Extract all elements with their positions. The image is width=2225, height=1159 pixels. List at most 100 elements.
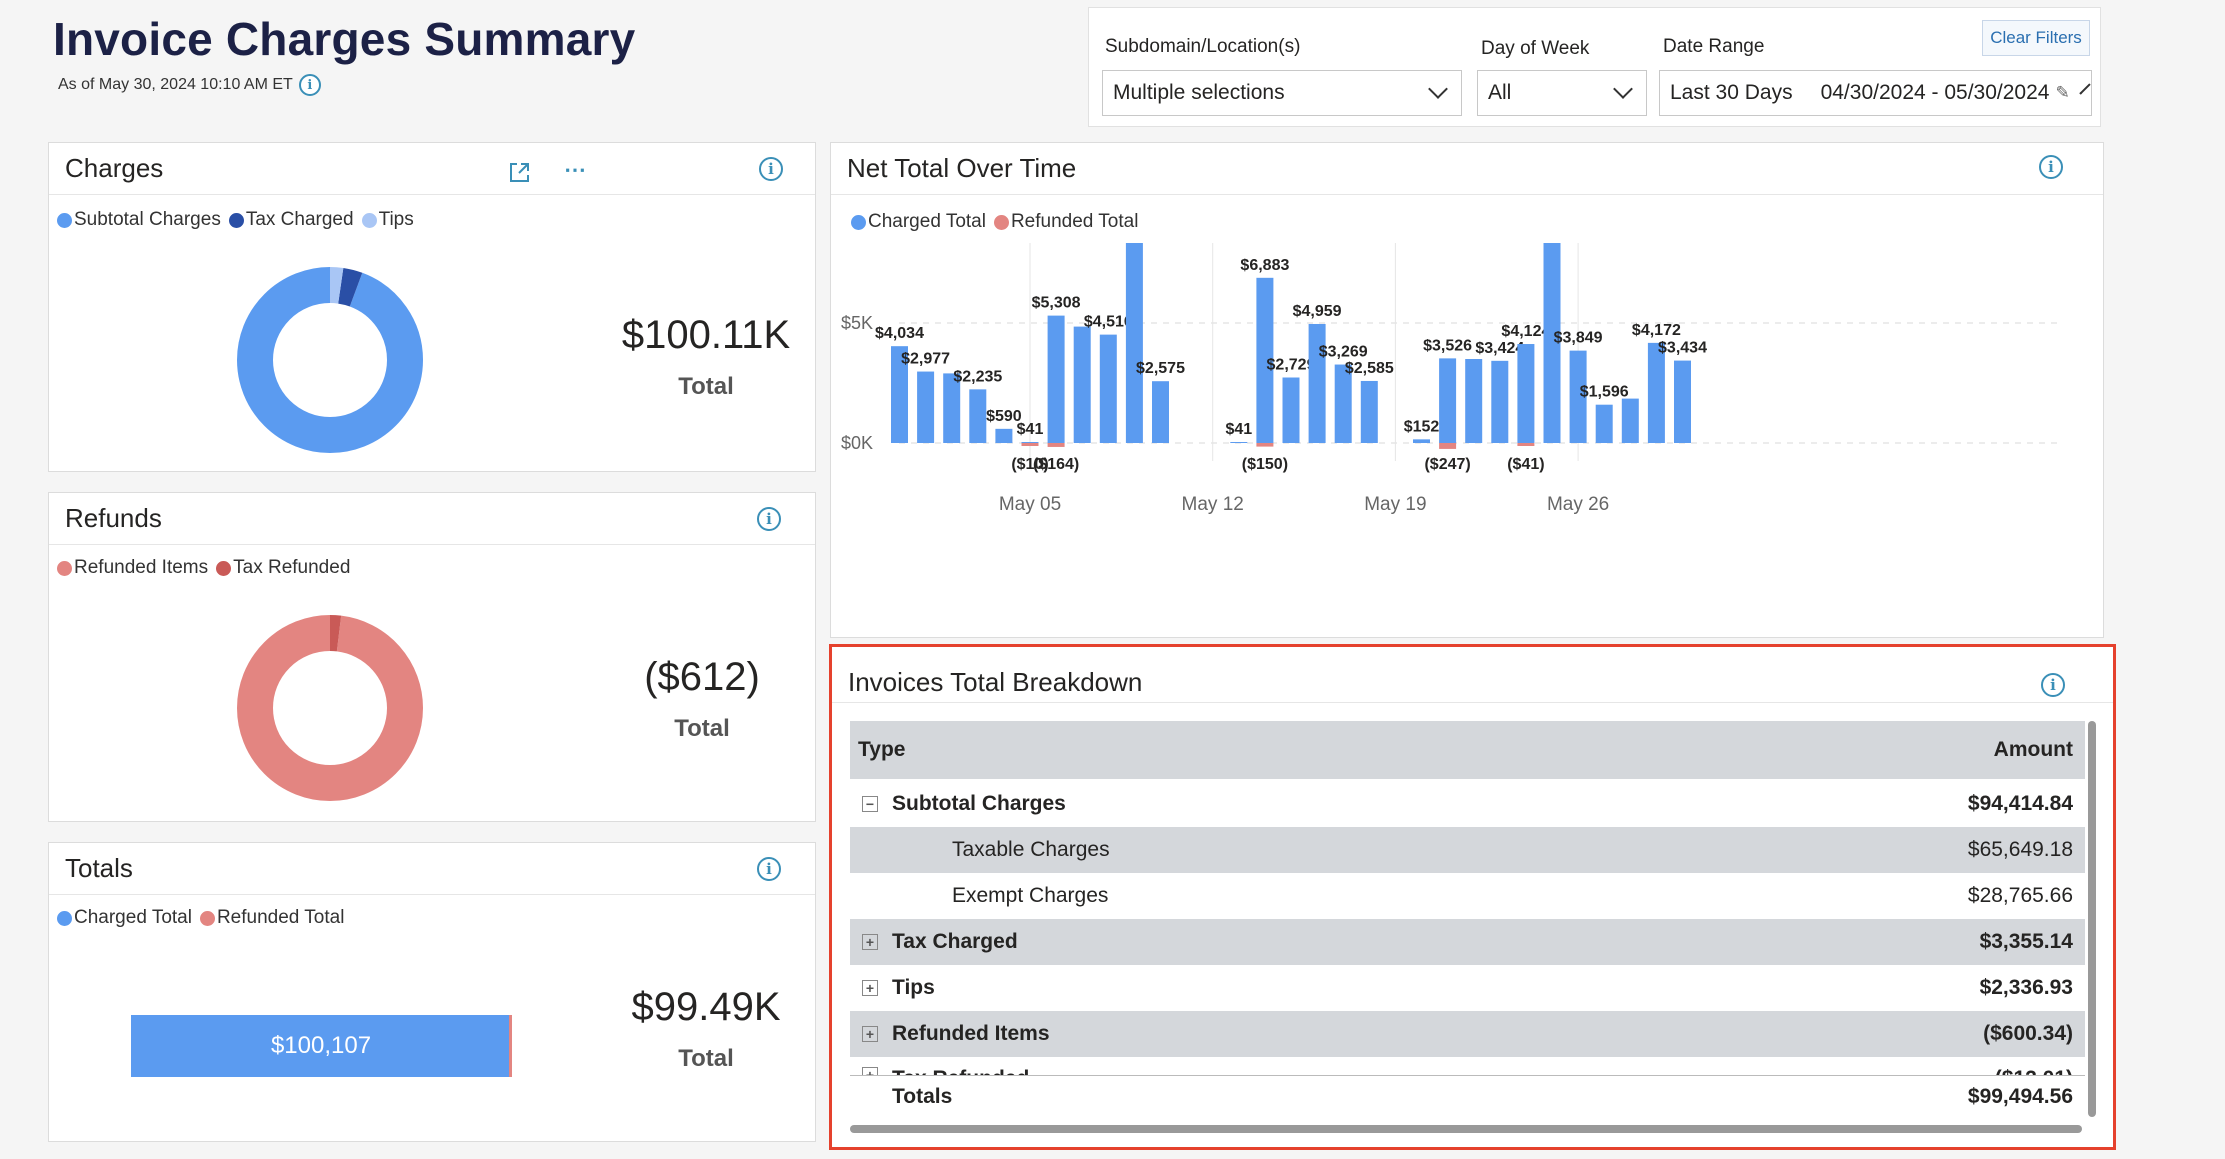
charged-bar[interactable]: [1465, 359, 1483, 443]
data-label: $3,269: [1319, 344, 1368, 361]
charges-donut-chart[interactable]: [235, 265, 425, 455]
legend-item[interactable]: Subtotal Charges: [57, 209, 221, 231]
data-label: $2,729: [1267, 357, 1316, 374]
more-options-icon[interactable]: ⋯: [564, 157, 586, 182]
charged-bar[interactable]: [1073, 326, 1091, 443]
pencil-icon[interactable]: ✎: [2055, 83, 2070, 102]
date-range-dropdown[interactable]: Last 30 Days 04/30/2024 - 05/30/2024 ✎: [1659, 70, 2092, 116]
charged-bar[interactable]: [1543, 243, 1561, 443]
legend-dot: [57, 212, 72, 228]
expand-icon[interactable]: +: [862, 934, 878, 950]
charged-bar[interactable]: [943, 373, 961, 443]
legend-label: Refunded Total: [1010, 211, 1139, 232]
charged-bar[interactable]: [1595, 404, 1613, 443]
row-label: Tax Refunded: [892, 1067, 1029, 1075]
net-total-card: Net Total Over Time i Charged Total Refu…: [830, 142, 2104, 638]
data-label: $3,434: [1658, 340, 1707, 357]
clear-filters-button[interactable]: Clear Filters: [1982, 20, 2090, 56]
totals-legend: Charged Total Refunded Total: [57, 907, 348, 929]
charged-bar[interactable]: [1491, 360, 1509, 443]
column-header-type[interactable]: Type: [858, 738, 906, 761]
y-tick-label: $0K: [841, 433, 873, 453]
charged-bar[interactable]: [1439, 358, 1457, 443]
expand-icon[interactable]: +: [862, 1067, 878, 1075]
column-header-amount[interactable]: Amount: [1993, 738, 2073, 761]
refunded-total-bar[interactable]: [509, 1015, 512, 1077]
table-row: + Tax Charged $3,355.14: [850, 919, 2085, 965]
row-amount: $65,649.18: [1967, 838, 2073, 861]
charged-bar[interactable]: [917, 371, 935, 443]
charges-donut-slice-2[interactable]: [237, 267, 423, 453]
breakdown-title: Invoices Total Breakdown: [848, 667, 1143, 697]
charged-bar[interactable]: [1256, 277, 1274, 443]
collapse-icon[interactable]: −: [862, 796, 878, 812]
legend-item[interactable]: Refunded Total: [993, 211, 1139, 233]
horizontal-scrollbar[interactable]: [850, 1125, 2082, 1133]
totals-label: Totals: [892, 1084, 953, 1108]
charged-bar[interactable]: [1047, 315, 1065, 443]
x-tick-label: May 12: [1182, 494, 1244, 515]
legend-item[interactable]: Charged Total: [57, 907, 192, 929]
row-label: Tax Charged: [892, 930, 1018, 953]
legend-label: Charged Total: [868, 211, 986, 232]
data-label: $4,124: [1501, 323, 1550, 340]
charged-bar[interactable]: [1230, 442, 1248, 443]
charged-bar[interactable]: [1647, 342, 1665, 443]
totals-row: Totals $99,494.56: [850, 1075, 2085, 1117]
charges-total-label: Total: [678, 373, 734, 400]
refunded-bar[interactable]: [1021, 443, 1039, 446]
legend-item[interactable]: Tax Refunded: [216, 557, 350, 579]
row-amount: ($600.34): [1983, 1022, 2073, 1045]
legend-item[interactable]: Tips: [361, 209, 414, 231]
charged-bar[interactable]: [969, 389, 987, 443]
vertical-scrollbar[interactable]: [2088, 721, 2096, 1117]
info-icon[interactable]: i: [759, 157, 783, 181]
charged-bar[interactable]: [1021, 442, 1039, 443]
info-icon[interactable]: i: [2041, 673, 2065, 697]
refunded-bar[interactable]: [1439, 443, 1457, 449]
info-icon[interactable]: i: [757, 507, 781, 531]
charged-bar[interactable]: [1360, 380, 1378, 443]
charged-bar[interactable]: [1308, 323, 1326, 443]
charged-bar[interactable]: [1099, 334, 1117, 443]
refunded-bar[interactable]: [1517, 443, 1535, 446]
subdomain-value: Multiple selections: [1113, 81, 1285, 104]
charged-bar[interactable]: [1125, 243, 1143, 443]
refunds-donut-chart[interactable]: [235, 613, 425, 803]
expand-icon[interactable]: +: [862, 1026, 878, 1042]
info-icon[interactable]: i: [298, 74, 321, 96]
refunded-bar[interactable]: [1256, 443, 1274, 447]
legend-item[interactable]: Refunded Items: [57, 557, 208, 579]
charges-header: Charges ⋯ i: [49, 143, 815, 195]
refunds-donut-slice-0[interactable]: [237, 615, 423, 801]
charges-title: Charges: [65, 153, 164, 183]
totals-amount: $99,494.56: [1967, 1084, 2073, 1108]
expand-icon[interactable]: +: [862, 980, 878, 996]
expand-icon[interactable]: [507, 161, 531, 185]
day-of-week-dropdown[interactable]: All: [1477, 70, 1647, 116]
refunded-bar[interactable]: [1047, 443, 1065, 447]
charged-bar[interactable]: [995, 428, 1013, 443]
charged-bar[interactable]: [1674, 360, 1691, 443]
refunds-donut-slice-1[interactable]: [237, 615, 423, 801]
legend-item[interactable]: Charged Total: [851, 211, 986, 233]
charged-bar[interactable]: [1569, 350, 1587, 443]
legend-label: Tax Refunded: [233, 557, 351, 578]
info-icon[interactable]: i: [757, 857, 781, 881]
charged-bar[interactable]: [1621, 398, 1639, 443]
charged-bar[interactable]: [1152, 381, 1169, 443]
charged-bar[interactable]: [1517, 344, 1535, 443]
legend-label: Tips: [378, 209, 414, 230]
legend-label: Refunded Items: [74, 557, 209, 578]
charged-bar[interactable]: [891, 346, 908, 443]
info-icon[interactable]: i: [2039, 155, 2063, 179]
charged-bar[interactable]: [1334, 364, 1352, 443]
legend-item[interactable]: Refunded Total: [199, 907, 344, 929]
charged-total-bar[interactable]: $100,107: [131, 1015, 511, 1077]
charged-bar[interactable]: [1413, 439, 1430, 443]
charged-bar[interactable]: [1282, 377, 1300, 443]
legend-item[interactable]: Tax Charged: [228, 209, 354, 231]
charges-donut-slice-0[interactable]: [237, 267, 423, 453]
subdomain-dropdown[interactable]: Multiple selections: [1102, 70, 1462, 116]
